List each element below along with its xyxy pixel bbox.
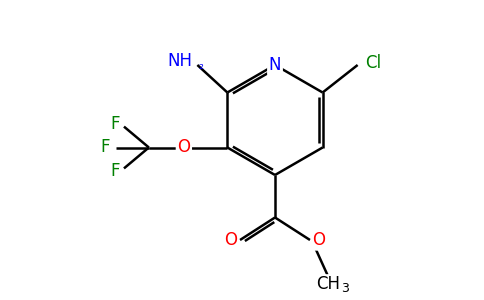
Text: O: O [225, 231, 238, 249]
Text: O: O [177, 139, 190, 157]
Text: CH: CH [317, 275, 341, 293]
Text: Cl: Cl [365, 53, 382, 71]
Text: F: F [110, 162, 120, 180]
Text: F: F [110, 115, 120, 133]
Text: O: O [313, 231, 326, 249]
Text: N: N [269, 56, 281, 74]
Text: F: F [101, 139, 110, 157]
Text: NH: NH [167, 52, 192, 70]
Text: ₂: ₂ [199, 59, 204, 72]
Text: 3: 3 [342, 282, 349, 295]
